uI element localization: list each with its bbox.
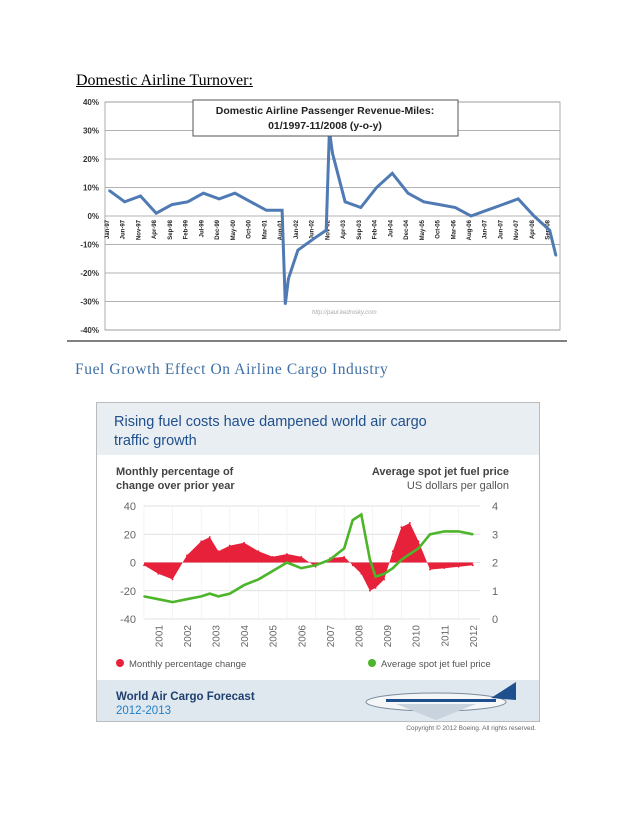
- chart2-title-line2: traffic growth: [114, 433, 197, 449]
- x-tick-label: Jan-07: [483, 219, 489, 239]
- right-axis-title-line1: Average spot jet fuel price: [372, 466, 509, 478]
- x-tick-label: Apr-08: [530, 219, 536, 239]
- chart-title-box: [192, 99, 459, 137]
- x-tick-label: Dec-99: [215, 219, 221, 239]
- left-y-tick-label: 0: [130, 558, 136, 570]
- x-tick-label: Jul-04: [388, 219, 394, 237]
- y-tick-label: -10%: [80, 241, 99, 250]
- chart2-frame: [96, 402, 540, 722]
- right-axis-title-line2: US dollars per gallon: [407, 480, 509, 492]
- fuel-price-line: [143, 512, 474, 604]
- y-tick-label: -30%: [80, 298, 99, 307]
- x-tick-label: 2004: [240, 625, 251, 648]
- footer-title: World Air Cargo Forecast: [116, 691, 255, 703]
- left-axis-title-line1: Monthly percentage of: [116, 466, 234, 478]
- right-y-tick-label: 3: [492, 529, 498, 541]
- left-y-tick-label: -40: [120, 614, 136, 626]
- x-tick-label: Jun-02: [310, 219, 316, 239]
- airplane-graphic: [365, 682, 516, 720]
- x-tick-label: Sep-98: [168, 219, 174, 239]
- left-y-tick-label: 40: [124, 501, 136, 513]
- y-tick-label: 10%: [83, 184, 99, 193]
- x-tick-label: 2002: [183, 625, 194, 648]
- x-tick-label: 2007: [326, 625, 337, 648]
- footer-years: 2012-2013: [116, 705, 171, 717]
- right-y-tick-label: 4: [492, 501, 498, 513]
- right-y-tick-label: 0: [492, 614, 498, 626]
- chart2-header-band: [97, 403, 539, 455]
- y-tick-label: -20%: [80, 269, 99, 278]
- heading-fuel-growth: Fuel Growth Effect On Airline Cargo Indu…: [75, 361, 389, 378]
- y-tick-label: 40%: [83, 98, 99, 107]
- x-tick-label: Oct-05: [436, 219, 442, 238]
- y-tick-label: -40%: [80, 326, 99, 335]
- left-axis-title-line2: change over prior year: [116, 480, 235, 492]
- x-tick-label: 2012: [469, 625, 480, 648]
- x-tick-label: 2001: [154, 625, 165, 648]
- x-tick-label: Aug-01: [278, 219, 284, 240]
- legend-fuel-label: Average spot jet fuel price: [381, 659, 491, 670]
- x-tick-label: 2003: [211, 625, 222, 648]
- x-tick-label: 2010: [412, 625, 423, 648]
- x-tick-label: Nov-07: [514, 219, 520, 240]
- x-tick-label: Jan-02: [294, 219, 300, 239]
- x-tick-label: Jun-07: [498, 219, 504, 239]
- x-tick-label: Feb-99: [184, 219, 190, 239]
- x-tick-label: Mar-06: [451, 219, 457, 239]
- legend-pct-dot: [116, 659, 124, 667]
- x-tick-label: 2009: [383, 625, 394, 648]
- y-tick-label: 20%: [83, 155, 99, 164]
- right-y-tick-label: 2: [492, 558, 498, 570]
- x-tick-label: Apr-03: [341, 219, 347, 239]
- copyright: Copyright © 2012 Boeing. All rights rese…: [406, 724, 536, 732]
- x-tick-label: 2008: [354, 625, 365, 648]
- chart-title-line1: Domestic Airline Passenger Revenue-Miles…: [216, 105, 434, 117]
- legend-fuel-dot: [368, 659, 376, 667]
- x-tick-label: Jun-97: [121, 219, 127, 239]
- y-tick-label: 0%: [87, 212, 99, 221]
- x-tick-label: Apr-98: [152, 219, 158, 239]
- x-tick-label: Dec-04: [404, 219, 410, 239]
- x-tick-label: 2011: [440, 625, 451, 647]
- x-tick-label: May-00: [231, 219, 237, 240]
- left-y-tick-label: 20: [124, 529, 136, 541]
- x-tick-label: Oct-00: [247, 219, 253, 238]
- x-tick-label: Jul-99: [199, 219, 205, 237]
- right-y-tick-label: 1: [492, 586, 498, 598]
- chart2-title-line1: Rising fuel costs have dampened world ai…: [114, 414, 427, 430]
- chart-revenue-miles: 40% 30% 20% 10% 0% -10% -20% -30% -40% Jan-97 Jun…: [67, 98, 567, 342]
- x-tick-label: Aug-06: [467, 219, 473, 240]
- x-tick-label: May-05: [420, 219, 426, 240]
- chart-fuel-cargo: Rising fuel costs have dampened world ai…: [96, 402, 540, 732]
- x-tick-label: Nov-02: [325, 219, 331, 240]
- series-line: [108, 130, 558, 305]
- legend-pct-label: Monthly percentage change: [129, 659, 246, 670]
- x-tick-label: Feb-04: [373, 219, 379, 239]
- x-tick-label: Nov-97: [136, 219, 142, 240]
- chart-watermark: http://paul.kedrosky.com: [312, 310, 377, 316]
- left-y-tick-label: -20: [120, 586, 136, 598]
- x-tick-label: Mar-01: [262, 219, 268, 239]
- x-tick-label: Sep-03: [357, 219, 363, 239]
- y-tick-label: 30%: [83, 127, 99, 136]
- x-tick-label: Jan-97: [105, 219, 111, 239]
- chart-title-line2: 01/1997-11/2008 (y-o-y): [268, 120, 382, 132]
- heading-domestic-turnover: Domestic Airline Turnover:: [76, 72, 253, 89]
- x-tick-label: 2006: [297, 625, 308, 648]
- x-tick-label: 2005: [269, 625, 280, 648]
